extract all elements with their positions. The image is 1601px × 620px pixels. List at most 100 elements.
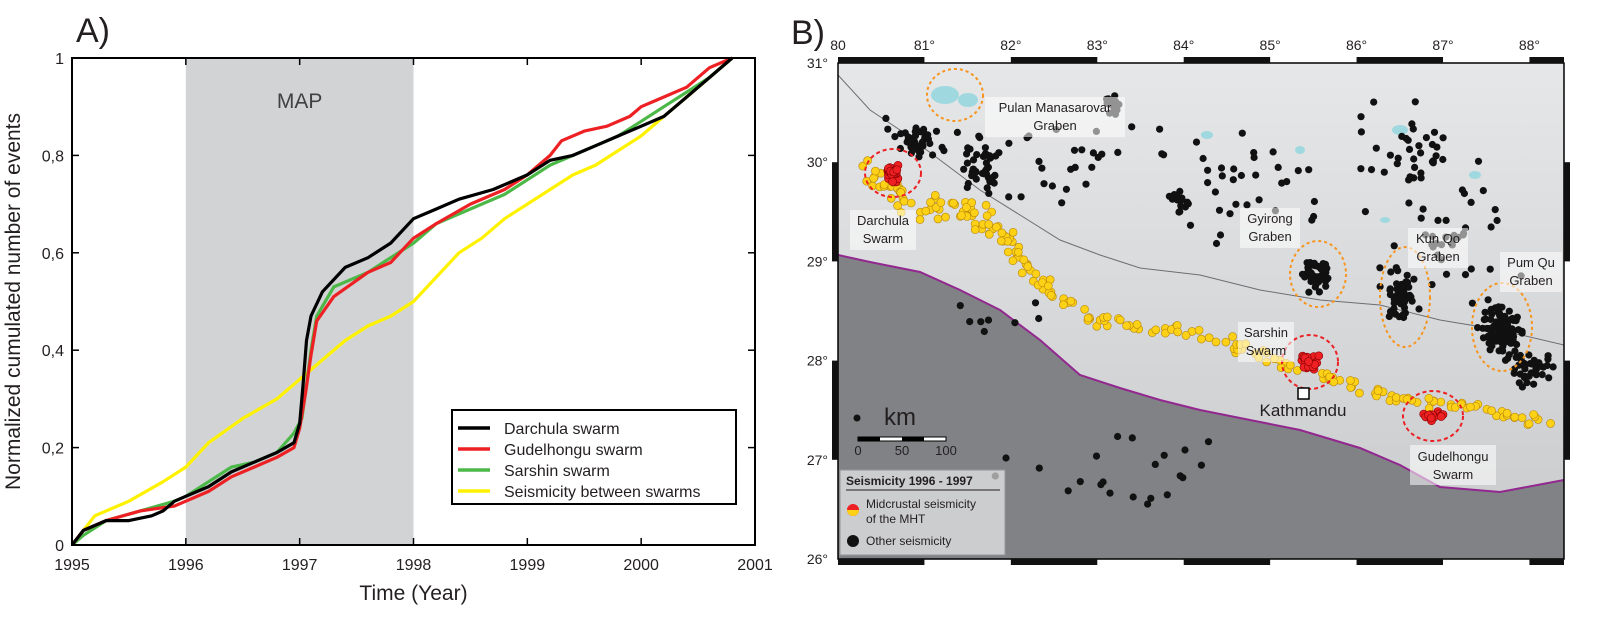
midcrustal-event-dot bbox=[899, 196, 909, 206]
series-line-2 bbox=[70, 56, 733, 546]
other-event-dot bbox=[1493, 216, 1501, 225]
other-event-dot bbox=[1487, 315, 1495, 323]
other-event-dot bbox=[1175, 208, 1183, 216]
other-event-dot bbox=[980, 170, 988, 178]
other-event-dot bbox=[926, 139, 934, 148]
y-tick-label: 0,2 bbox=[42, 441, 64, 458]
midcrustal-event-dot bbox=[982, 211, 992, 221]
midcrustal-event-dot bbox=[1013, 248, 1023, 257]
other-event-dot bbox=[917, 148, 925, 156]
kunqo-graben-label: Graben bbox=[1416, 249, 1459, 264]
other-event-dot bbox=[981, 144, 990, 152]
other-event-dot bbox=[1417, 214, 1425, 222]
midcrustal-event-dot bbox=[886, 194, 896, 203]
other-event-dot bbox=[1411, 163, 1419, 171]
other-event-dot bbox=[1250, 149, 1258, 157]
other-event-dot bbox=[1367, 166, 1376, 174]
midcrustal-event-dot bbox=[926, 198, 935, 207]
sarshin-swarm-label: Swarm bbox=[1246, 343, 1286, 358]
other-event-dot bbox=[1005, 193, 1013, 201]
other-event-dot bbox=[1062, 185, 1070, 193]
gyirong-graben-label: Graben bbox=[1248, 229, 1291, 244]
swarm-event-dot bbox=[892, 165, 902, 175]
midcrustal-event-dot bbox=[992, 222, 1001, 232]
other-event-dot bbox=[882, 114, 890, 122]
other-event-dot bbox=[1410, 174, 1418, 182]
other-event-dot bbox=[1147, 494, 1155, 502]
other-event-dot bbox=[1404, 136, 1412, 144]
other-event-dot bbox=[1237, 171, 1245, 180]
other-event-dot bbox=[969, 156, 978, 164]
midcrustal-event-dot bbox=[1329, 377, 1338, 387]
other-event-dot bbox=[1357, 128, 1365, 136]
map-border-segment bbox=[1183, 559, 1271, 565]
other-event-dot bbox=[1308, 271, 1316, 279]
swarm-dots bbox=[883, 161, 1448, 426]
other-event-dot bbox=[891, 133, 899, 141]
other-event-dot bbox=[1549, 363, 1557, 371]
other-event-dot bbox=[1177, 202, 1185, 210]
other-event-dot bbox=[1513, 340, 1521, 349]
other-event-dot bbox=[1395, 293, 1404, 301]
lon-tick-label: 82° bbox=[1000, 37, 1021, 53]
other-event-dot bbox=[1035, 314, 1043, 323]
other-event-dot bbox=[1128, 123, 1136, 131]
lon-tick-label: 87° bbox=[1432, 37, 1453, 53]
other-event-dot bbox=[966, 318, 974, 326]
midcrustal-event-dot bbox=[1083, 313, 1093, 323]
other-event-dot bbox=[1428, 140, 1436, 149]
other-event-dot bbox=[1498, 303, 1506, 311]
other-event-dot bbox=[1515, 361, 1523, 369]
map-ticks: 80 81° 82° 83° 84° 85° 86° 87° 88° 31° 30° 29° 28° 27… bbox=[807, 37, 1570, 567]
series-line-4 bbox=[70, 56, 734, 546]
other-event-dot bbox=[1481, 308, 1489, 316]
other-event-dot bbox=[1179, 474, 1187, 482]
other-event-dot bbox=[1204, 438, 1213, 446]
other-event-dot bbox=[1439, 155, 1447, 164]
other-event-dot bbox=[984, 316, 993, 324]
midcrustal-event-dot bbox=[1046, 290, 1056, 300]
midcrustal-event-dot bbox=[915, 215, 925, 224]
other-event-dot bbox=[1442, 270, 1451, 278]
other-event-dot bbox=[1505, 307, 1513, 315]
other-event-dot bbox=[1386, 151, 1394, 159]
swarm-event-dot bbox=[1426, 413, 1436, 423]
other-event-dot bbox=[1488, 334, 1496, 342]
other-event-dot bbox=[1376, 283, 1384, 291]
other-event-dot bbox=[1518, 327, 1526, 335]
midcrustal-event-dot bbox=[1103, 312, 1112, 322]
midcrustal-seismicity-dots bbox=[858, 156, 1555, 429]
other-event-dot bbox=[1386, 285, 1394, 293]
other-event-dot bbox=[1106, 489, 1114, 497]
pumqu-label: Pum Qu bbox=[1507, 255, 1555, 270]
midcrustal-event-dot bbox=[869, 174, 878, 183]
other-event-dot bbox=[1151, 460, 1159, 468]
midcrustal-event-dot bbox=[1510, 412, 1520, 422]
other-event-dot bbox=[1387, 268, 1395, 276]
other-event-dot bbox=[1491, 304, 1499, 312]
panel-a-label: A) bbox=[76, 12, 110, 50]
midcrustal-event-dot bbox=[871, 166, 880, 176]
lat-tick-label: 28° bbox=[807, 353, 828, 369]
series-group bbox=[70, 56, 734, 547]
other-event-dot bbox=[1468, 299, 1476, 307]
legend-label: Sarshin swarm bbox=[504, 463, 610, 480]
other-event-dot bbox=[1380, 168, 1388, 176]
other-event-dot bbox=[1390, 242, 1398, 250]
other-event-dot bbox=[1499, 335, 1507, 343]
other-event-dot bbox=[1176, 187, 1184, 195]
other-event-dot bbox=[1419, 205, 1427, 213]
other-event-dot bbox=[1114, 432, 1122, 441]
midcrustal-event-dot bbox=[1487, 406, 1496, 416]
midcrustal-event-dot bbox=[981, 200, 991, 210]
other-event-dot bbox=[1317, 272, 1325, 280]
label-boxes bbox=[850, 97, 1562, 485]
midcrustal-event-dot bbox=[1346, 376, 1355, 385]
other-event-dot bbox=[1502, 321, 1510, 329]
scale-bar: km 0 50 100 bbox=[853, 404, 957, 458]
pulan-label: Pulan Manasarovar bbox=[999, 100, 1112, 115]
midcrustal-event-dot bbox=[1122, 321, 1131, 331]
other-event-dot bbox=[986, 152, 994, 160]
other-event-dot bbox=[1229, 176, 1237, 184]
